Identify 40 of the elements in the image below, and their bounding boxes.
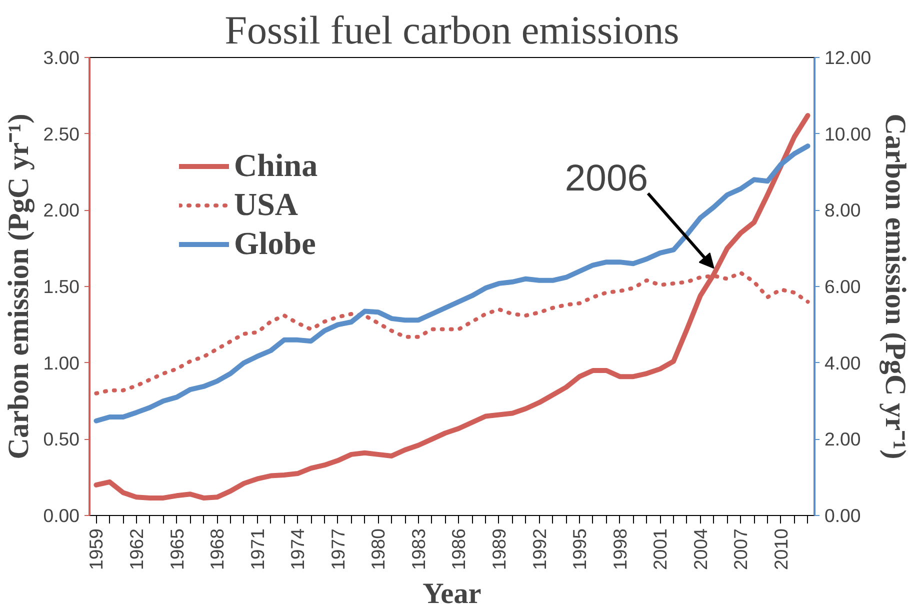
- y-tick-label: 1.50: [43, 276, 80, 297]
- x-tick-label: 1980: [368, 528, 389, 570]
- x-tick-label: 1965: [166, 528, 188, 570]
- y-axis-title: Carbon emission (PgC yr⁻¹): [3, 114, 36, 460]
- x-tick-label: 1971: [246, 528, 268, 570]
- x-tick-label: 2001: [650, 528, 671, 570]
- y2-tick-label: 6.00: [824, 276, 861, 297]
- x-axis-title: Year: [422, 578, 482, 610]
- y-tick-label: 1.00: [43, 352, 80, 374]
- y-tick-label: 2.50: [43, 123, 80, 144]
- y-tick-label: 0.00: [43, 505, 80, 526]
- x-tick-label: 1992: [528, 528, 550, 570]
- x-tick-label: 1959: [86, 528, 107, 570]
- legend-label: China: [234, 147, 318, 184]
- legend-label: USA: [234, 186, 298, 223]
- y-tick-label: 3.00: [43, 47, 80, 68]
- x-tick-label: 1983: [408, 528, 429, 570]
- chart-title: Fossil fuel carbon emissions: [224, 8, 680, 52]
- y2-tick-label: 12.00: [824, 47, 872, 68]
- x-tick-label: 1962: [126, 528, 147, 570]
- y2-tick-label: 2.00: [824, 428, 861, 450]
- y2-tick-label: 10.00: [824, 123, 872, 144]
- x-tick-label: 1989: [488, 528, 510, 570]
- x-tick-label: 1977: [327, 528, 348, 570]
- x-tick-label: 1995: [569, 528, 590, 570]
- y2-tick-label: 4.00: [824, 352, 861, 374]
- x-tick-label: 1986: [448, 528, 470, 570]
- y2-axis-title: Carbon emission (PgC yr⁻¹): [879, 114, 912, 460]
- legend-label: Globe: [234, 225, 316, 262]
- x-tick-label: 2007: [730, 528, 752, 570]
- x-tick-label: 2010: [770, 528, 792, 570]
- y-tick-label: 2.00: [43, 200, 80, 221]
- x-tick-label: 1974: [287, 528, 308, 570]
- y-tick-label: 0.50: [43, 428, 80, 450]
- annotation: 2006: [564, 156, 648, 198]
- x-tick-label: 2004: [690, 528, 711, 570]
- y2-tick-label: 0.00: [824, 505, 861, 526]
- x-tick-label: 1968: [206, 528, 228, 570]
- y2-tick-label: 8.00: [824, 200, 861, 221]
- x-tick-label: 1998: [609, 528, 630, 570]
